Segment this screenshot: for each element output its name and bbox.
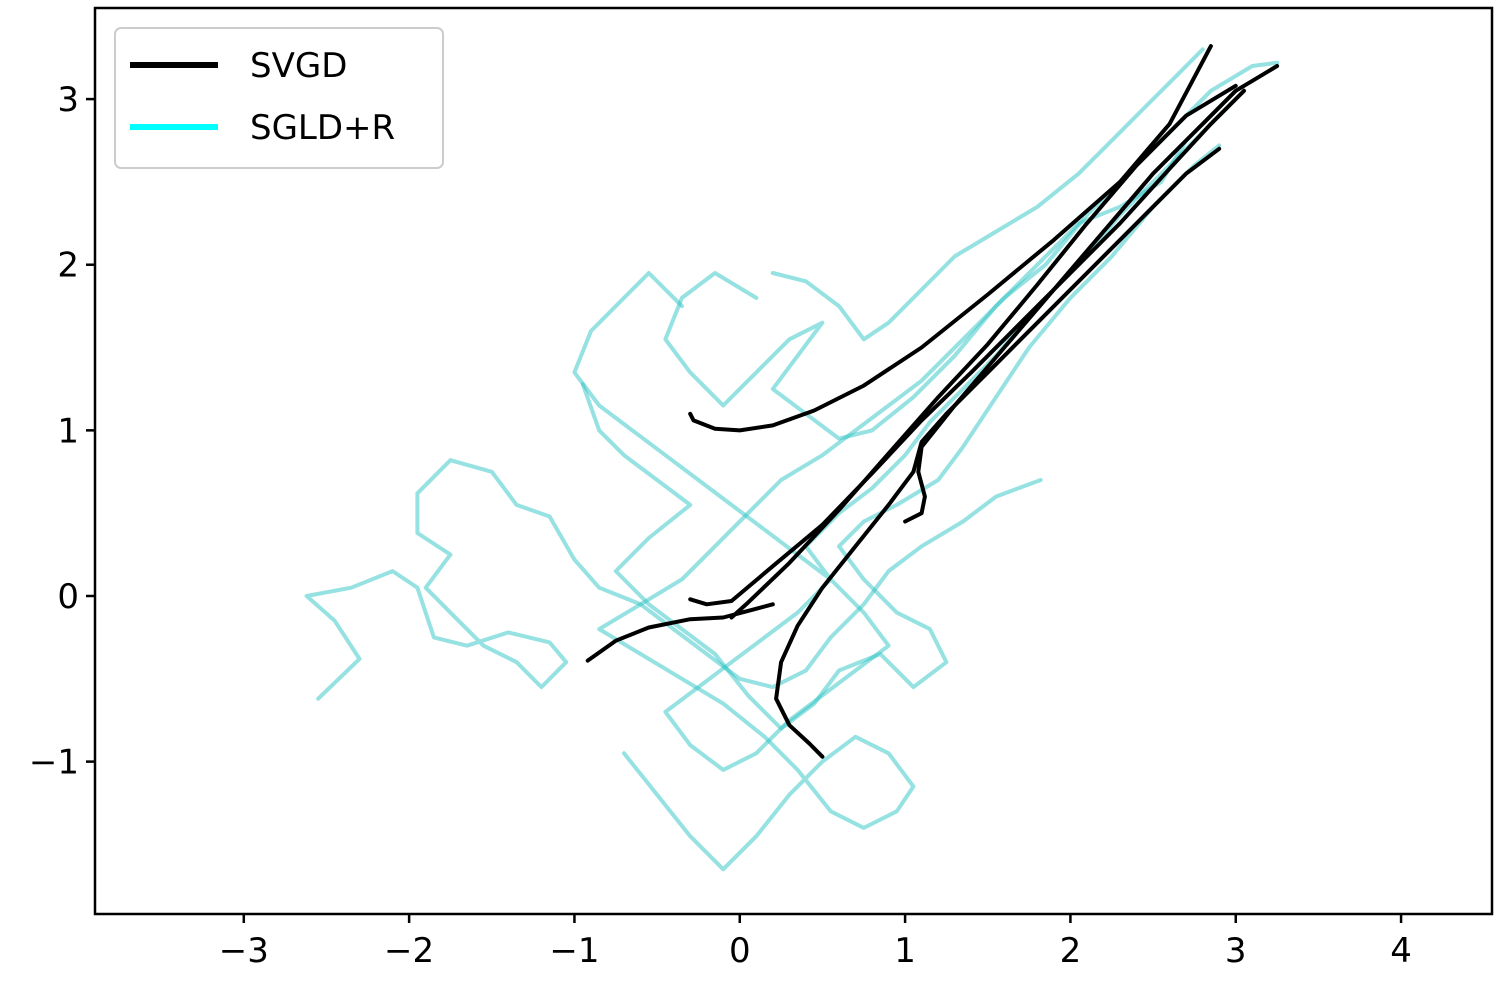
svgd-trajectory-6 xyxy=(903,64,1280,524)
y-tick-label: 0 xyxy=(57,577,79,617)
x-tick-label: 4 xyxy=(1390,931,1412,971)
series-sgld-r xyxy=(304,47,1280,872)
legend-label-svgd: SVGD xyxy=(250,46,347,86)
sgld-r-trajectory-6 xyxy=(770,47,1205,342)
x-tick-label: −2 xyxy=(384,931,434,971)
legend: SVGD SGLD+R xyxy=(114,27,444,169)
y-tick-label: 1 xyxy=(57,411,79,451)
svgd-trajectory-4 xyxy=(729,83,1238,620)
svgd-trajectory-5 xyxy=(774,146,1222,759)
x-tick-label: 1 xyxy=(894,931,916,971)
svgd-trajectory-3 xyxy=(688,88,1246,607)
sgld-r-trajectory-1 xyxy=(304,458,1043,701)
x-tick-label: −1 xyxy=(549,931,599,971)
sgld-r-trajectory-3 xyxy=(580,143,1222,731)
y-axis: −1 0 1 2 3 xyxy=(29,80,95,783)
series-svgd xyxy=(585,44,1280,759)
legend-label-sgld-r: SGLD+R xyxy=(250,108,395,148)
sgld-r-trajectory-2 xyxy=(597,60,1280,872)
x-axis: −3 −2 −1 0 1 2 3 4 xyxy=(219,914,1412,971)
plot-frame xyxy=(93,6,1494,916)
sgld-r-trajectory-4 xyxy=(572,105,1230,772)
x-tick-label: −3 xyxy=(219,931,269,971)
x-tick-label: 0 xyxy=(729,931,751,971)
svgd-trajectory-2 xyxy=(585,602,775,663)
x-tick-label: 3 xyxy=(1225,931,1247,971)
y-tick-label: 2 xyxy=(57,246,79,286)
series-layer xyxy=(304,44,1280,872)
y-tick-label: −1 xyxy=(29,743,79,783)
y-tick-label: 3 xyxy=(57,80,79,120)
x-tick-label: 2 xyxy=(1060,931,1082,971)
